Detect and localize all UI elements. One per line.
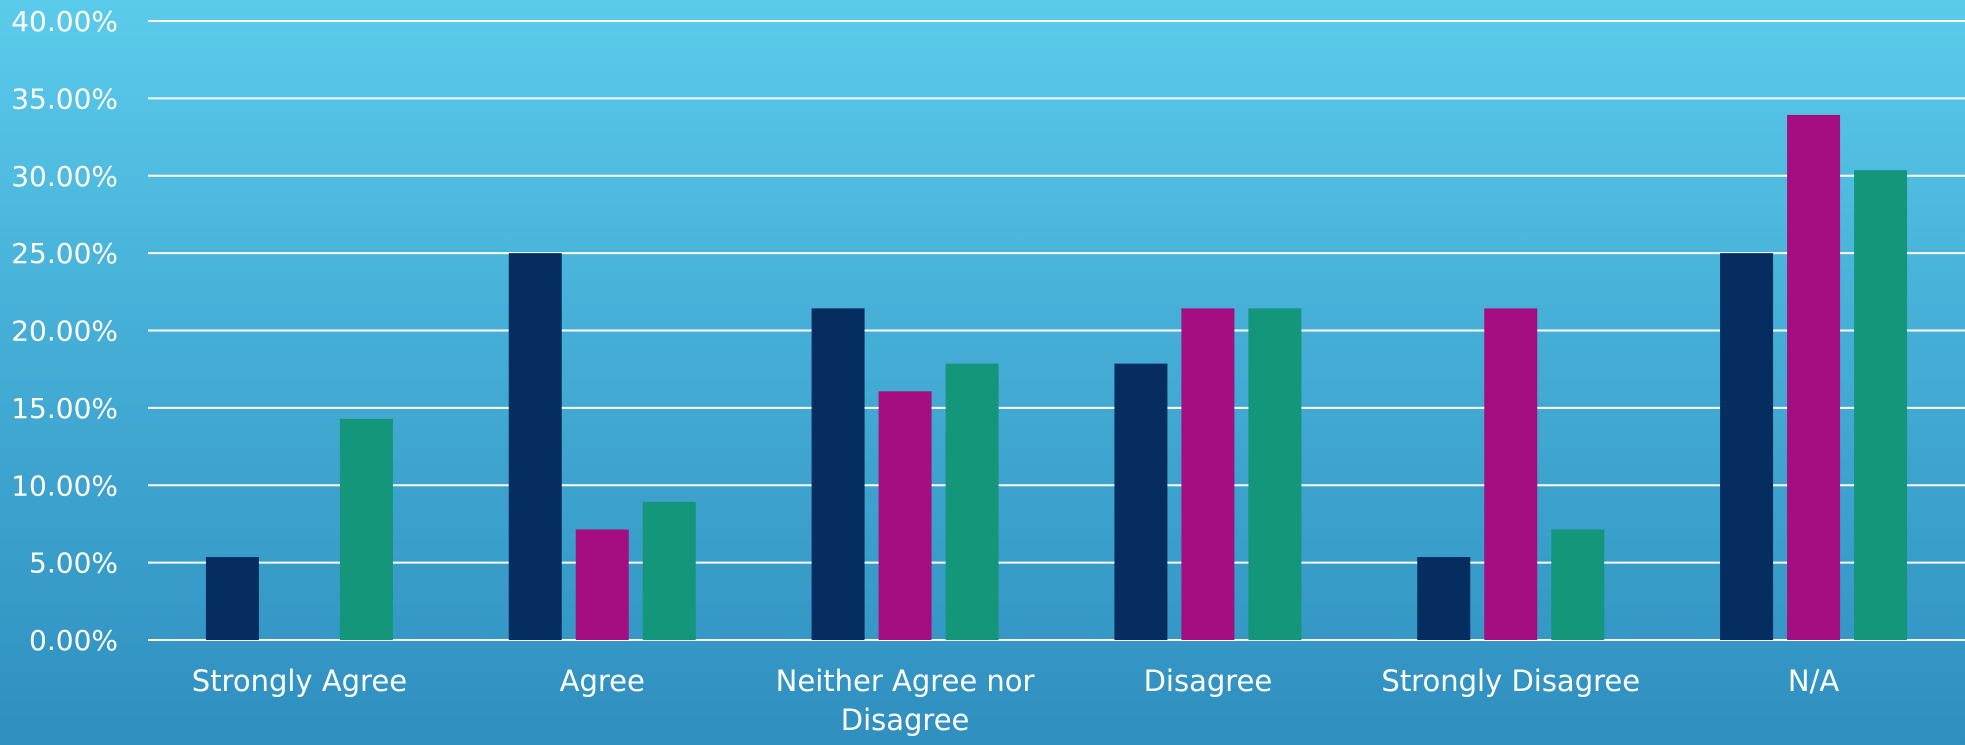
bar-series-3-2 [945, 363, 999, 640]
x-category-label: Strongly Agree [192, 664, 407, 698]
x-category-label: N/A [1788, 664, 1839, 698]
bar-series-3-3 [1248, 308, 1302, 640]
bar-series-3-1 [642, 501, 696, 640]
bar-series-2-4 [1484, 308, 1538, 640]
x-axis-labels: Strongly Agree Agree Neither Agree nor Disa… [192, 664, 1840, 737]
x-category-label: Neither Agree nor Disagree [776, 664, 1035, 737]
bar-series-2-1 [575, 529, 629, 640]
bar-series-1-2 [811, 308, 865, 640]
y-tick-label: 35.00% [11, 82, 118, 115]
bar-series-3-0 [339, 418, 393, 640]
bar-series-2-5 [1787, 114, 1841, 641]
y-tick-label: 15.00% [11, 392, 118, 425]
y-tick-label: 0.00% [29, 624, 118, 657]
gridlines [148, 20, 1965, 641]
y-tick-label: 20.00% [11, 315, 118, 348]
bar-series-1-0 [205, 557, 259, 640]
bars [205, 114, 1908, 641]
x-category-label: Strongly Disagree [1381, 664, 1640, 698]
y-tick-label: 40.00% [11, 5, 118, 38]
y-tick-label: 25.00% [11, 237, 118, 270]
bar-series-1-5 [1720, 253, 1774, 640]
bar-series-3-4 [1551, 529, 1605, 640]
bar-series-3-5 [1854, 170, 1908, 640]
y-tick-label: 30.00% [11, 160, 118, 193]
x-category-label: Disagree [1144, 664, 1273, 698]
y-tick-label: 5.00% [29, 547, 118, 580]
bar-series-1-1 [508, 253, 562, 640]
y-axis-ticks: 0.00% 5.00% 10.00% 15.00% 20.00% 25.00% 30.00%… [11, 5, 118, 657]
bar-series-2-3 [1181, 308, 1235, 640]
x-category-label: Agree [560, 664, 645, 698]
bar-series-1-4 [1417, 557, 1471, 640]
bar-series-2-2 [878, 391, 932, 640]
y-tick-label: 10.00% [11, 469, 118, 502]
bar-series-1-3 [1114, 363, 1168, 640]
